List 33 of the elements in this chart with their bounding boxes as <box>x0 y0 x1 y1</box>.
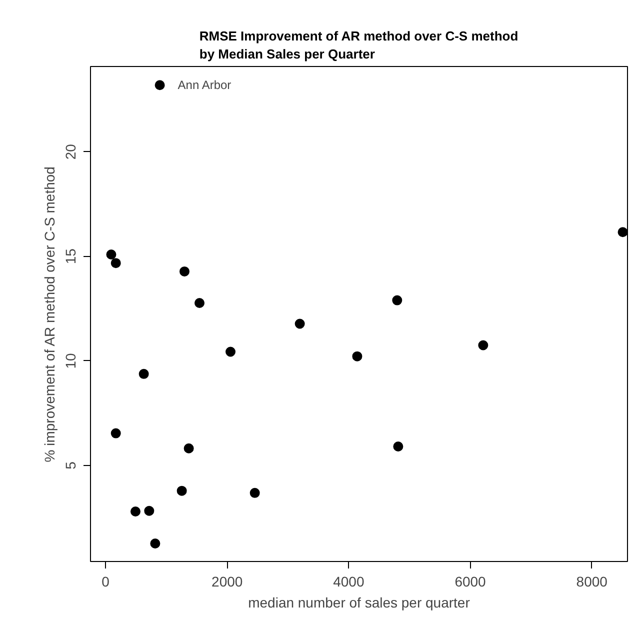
y-tick-label: 10 <box>62 352 78 369</box>
y-tick-label: 15 <box>62 248 78 264</box>
point <box>478 340 488 350</box>
point <box>144 506 154 516</box>
x-axis-title: median number of sales per quarter <box>248 594 470 610</box>
point <box>176 486 187 496</box>
point <box>250 488 260 498</box>
x-tick-label: 6000 <box>454 574 486 590</box>
x-tick-label: 2000 <box>212 574 243 590</box>
x-tick-label: 4000 <box>333 574 364 590</box>
point <box>130 506 140 517</box>
point <box>392 295 402 306</box>
point <box>110 428 121 438</box>
point <box>150 538 160 549</box>
point <box>154 80 165 90</box>
y-axis-title: % improvement of AR method over C-S method <box>42 166 58 462</box>
chart-title: RMSE Improvement of AR method over C-S method by Median Sales per Quarter <box>199 28 518 62</box>
y-tick-label: 5 <box>62 461 78 470</box>
y-tick-label: 20 <box>62 144 78 160</box>
point <box>294 318 305 329</box>
point <box>106 250 116 260</box>
point <box>393 441 404 452</box>
point <box>138 368 149 379</box>
annotation: Ann Arbor <box>178 78 232 92</box>
point <box>226 346 236 357</box>
point <box>618 227 628 238</box>
x-tick-label: 0 <box>102 574 110 590</box>
point <box>194 298 205 308</box>
point <box>179 266 190 276</box>
point <box>184 443 194 454</box>
point <box>110 258 121 268</box>
x-tick-label: 8000 <box>576 574 608 590</box>
point <box>352 351 362 362</box>
